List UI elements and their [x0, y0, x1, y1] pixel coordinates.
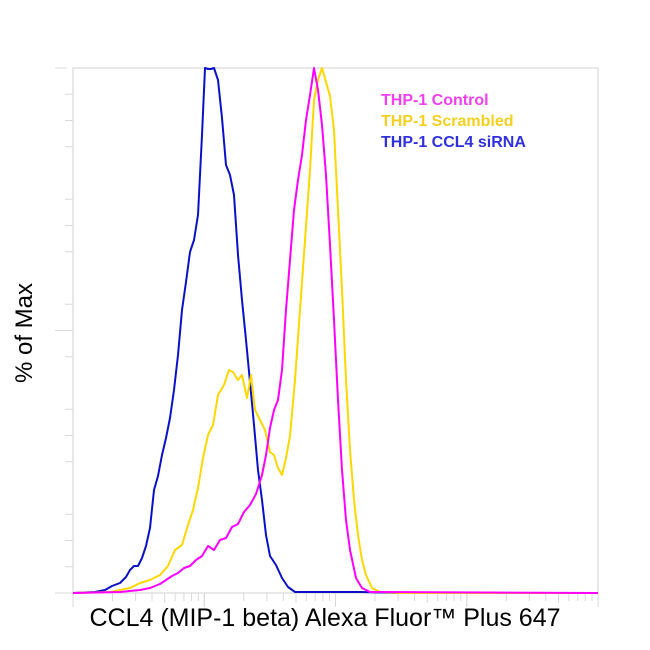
- y-axis-ticks: [55, 67, 73, 594]
- x-axis-ticks: [72, 593, 599, 607]
- series-line: [72, 67, 599, 594]
- y-axis-label: % of Max: [2, 258, 48, 408]
- series-line: [72, 67, 598, 594]
- legend-item-control: THP-1 Control: [381, 92, 489, 109]
- legend-item-sirna: THP-1 CCL4 siRNA: [381, 134, 526, 151]
- legend-item-scrambled: THP-1 Scrambled: [381, 113, 514, 130]
- series-line: [72, 67, 598, 594]
- y-axis-label-text: % of Max: [11, 282, 38, 384]
- legend: THP-1 Control THP-1 Scrambled THP-1 CCL4…: [381, 90, 526, 153]
- x-axis-label: CCL4 (MIP-1 beta) Alexa Fluor™ Plus 647: [89, 604, 561, 632]
- series-lines: [72, 67, 599, 594]
